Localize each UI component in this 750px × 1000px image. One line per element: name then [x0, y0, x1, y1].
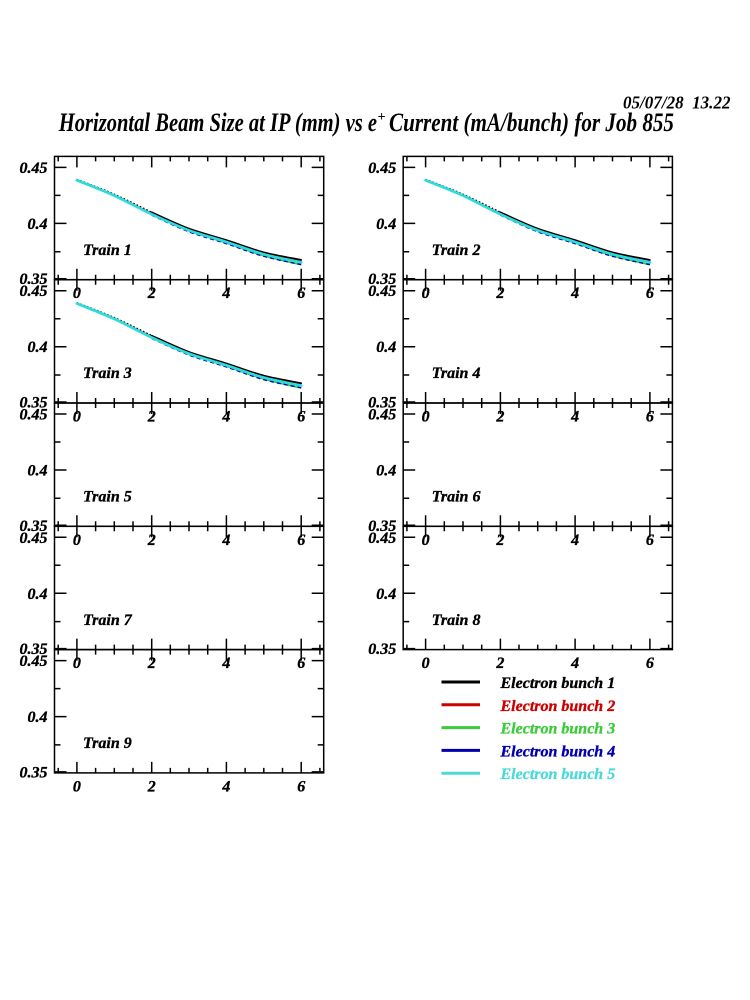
svg-text:0: 0	[422, 532, 430, 549]
svg-text:Train 3: Train 3	[83, 365, 132, 382]
svg-text:2: 2	[147, 532, 156, 549]
svg-text:0.45: 0.45	[20, 530, 48, 547]
svg-text:Train 8: Train 8	[432, 612, 481, 629]
svg-text:0.4: 0.4	[376, 586, 396, 603]
svg-text:6: 6	[297, 285, 305, 302]
svg-text:Train 9: Train 9	[83, 735, 132, 752]
svg-text:4: 4	[570, 409, 579, 426]
svg-text:4: 4	[221, 655, 230, 672]
svg-text:2: 2	[495, 655, 504, 672]
svg-text:Electron bunch 2: Electron bunch 2	[500, 698, 616, 715]
svg-text:2: 2	[147, 285, 156, 302]
svg-text:0: 0	[73, 532, 81, 549]
svg-text:Electron bunch 1: Electron bunch 1	[500, 675, 616, 692]
svg-text:Train 4: Train 4	[432, 365, 481, 382]
svg-text:0.35: 0.35	[20, 641, 48, 658]
svg-text:Horizontal Beam Size at IP (mm: Horizontal Beam Size at IP (mm) vs e	[58, 108, 377, 137]
svg-text:Train 6: Train 6	[432, 489, 481, 506]
svg-text:6: 6	[646, 532, 654, 549]
svg-text:Electron bunch 4: Electron bunch 4	[500, 743, 616, 760]
svg-text:+: +	[378, 110, 386, 125]
svg-text:0.4: 0.4	[376, 463, 396, 480]
svg-text:0: 0	[422, 409, 430, 426]
svg-text:2: 2	[495, 409, 504, 426]
svg-text:0.35: 0.35	[368, 518, 396, 535]
svg-text:6: 6	[297, 532, 305, 549]
svg-text:0: 0	[422, 285, 430, 302]
svg-text:4: 4	[221, 409, 230, 426]
svg-text:0.45: 0.45	[368, 407, 396, 424]
svg-text:0.45: 0.45	[20, 407, 48, 424]
svg-text:6: 6	[646, 285, 654, 302]
svg-text:0.45: 0.45	[368, 283, 396, 300]
svg-text:4: 4	[570, 285, 579, 302]
svg-text:0.4: 0.4	[28, 709, 48, 726]
svg-text:6: 6	[297, 655, 305, 672]
svg-text:0.35: 0.35	[368, 271, 396, 288]
svg-text:0.35: 0.35	[368, 395, 396, 412]
svg-text:0.45: 0.45	[20, 160, 48, 177]
svg-text:6: 6	[646, 655, 654, 672]
svg-text:0.35: 0.35	[20, 518, 48, 535]
svg-text:0.35: 0.35	[20, 395, 48, 412]
svg-text:2: 2	[147, 655, 156, 672]
svg-text:0: 0	[73, 655, 81, 672]
svg-text:0.35: 0.35	[368, 641, 396, 658]
svg-text:0.35: 0.35	[20, 271, 48, 288]
svg-text:6: 6	[297, 778, 305, 795]
svg-text:0: 0	[73, 409, 81, 426]
svg-text:4: 4	[221, 532, 230, 549]
svg-text:0.4: 0.4	[28, 463, 48, 480]
svg-text:0.35: 0.35	[20, 764, 48, 781]
svg-text:0.4: 0.4	[28, 586, 48, 603]
svg-text:0.45: 0.45	[368, 160, 396, 177]
svg-text:4: 4	[221, 778, 230, 795]
svg-text:0.45: 0.45	[20, 653, 48, 670]
svg-text:0.4: 0.4	[28, 339, 48, 356]
svg-text:4: 4	[570, 655, 579, 672]
svg-text:Train 2: Train 2	[432, 242, 481, 259]
svg-text:0.4: 0.4	[376, 216, 396, 233]
svg-text:Electron bunch 5: Electron bunch 5	[500, 766, 616, 783]
svg-text:6: 6	[646, 409, 654, 426]
svg-text:2: 2	[495, 532, 504, 549]
svg-text:0: 0	[73, 778, 81, 795]
svg-text:Current (mA/bunch) for Job 855: Current (mA/bunch) for Job 855	[389, 108, 674, 137]
svg-text:2: 2	[147, 409, 156, 426]
svg-text:2: 2	[495, 285, 504, 302]
svg-text:0.45: 0.45	[368, 530, 396, 547]
svg-text:Train 5: Train 5	[83, 489, 132, 506]
svg-text:2: 2	[147, 778, 156, 795]
svg-text:Electron bunch 3: Electron bunch 3	[500, 721, 616, 738]
svg-text:05/07/28 13.22: 05/07/28 13.22	[623, 93, 731, 113]
svg-text:Train 7: Train 7	[83, 612, 133, 629]
svg-text:6: 6	[297, 409, 305, 426]
svg-text:0.4: 0.4	[376, 339, 396, 356]
svg-text:4: 4	[570, 532, 579, 549]
svg-text:0.45: 0.45	[20, 283, 48, 300]
svg-text:0: 0	[422, 655, 430, 672]
svg-text:Train 1: Train 1	[83, 242, 132, 259]
svg-text:0: 0	[73, 285, 81, 302]
svg-text:4: 4	[221, 285, 230, 302]
svg-text:0.4: 0.4	[28, 216, 48, 233]
